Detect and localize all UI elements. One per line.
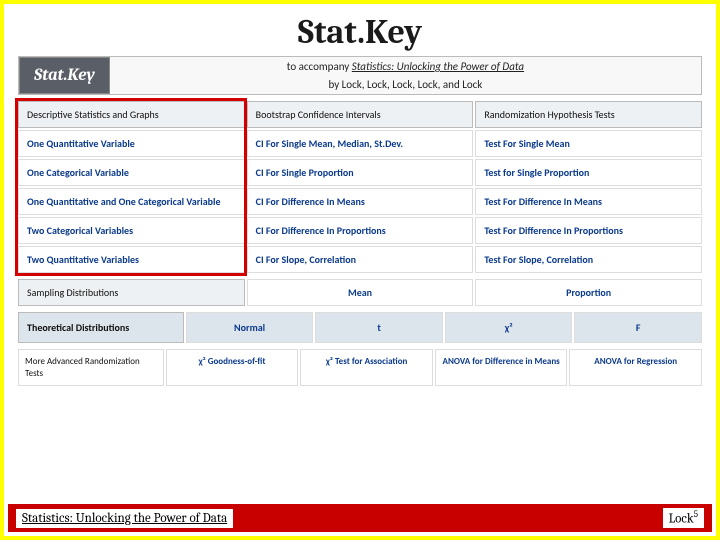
logo-book-title: Statistics: Unlocking the Power of Data [352, 60, 524, 73]
theoretical-f[interactable]: F [574, 312, 702, 343]
methods-grid: Descriptive Statistics and Graphs Bootst… [18, 101, 702, 273]
content-area: Stat.Key to accompany Statistics: Unlock… [4, 56, 716, 386]
brand-logo: Stat.Key [19, 57, 110, 94]
link-two-quant[interactable]: Two Quantitative Variables [18, 246, 245, 273]
slide-frame: Stat.Key Stat.Key to accompany Statistic… [0, 0, 720, 540]
logo-line1-prefix: to accompany [287, 60, 352, 73]
footer-bar: Statistics: Unlocking the Power of Data … [8, 504, 712, 532]
sampling-label: Sampling Distributions [18, 279, 245, 306]
sampling-mean[interactable]: Mean [247, 279, 474, 306]
col-header-randomization: Randomization Hypothesis Tests [475, 101, 702, 128]
logo-header-row: Stat.Key to accompany Statistics: Unlock… [18, 56, 702, 95]
link-ci-diff-means[interactable]: CI For Difference In Means [247, 188, 474, 215]
link-quant-cat[interactable]: One Quantitative and One Categorical Var… [18, 188, 245, 215]
col-header-descriptive: Descriptive Statistics and Graphs [18, 101, 245, 128]
theoretical-normal[interactable]: Normal [186, 312, 314, 343]
footer-right-base: Lock [669, 511, 694, 526]
link-test-single-prop[interactable]: Test for Single Proportion [475, 159, 702, 186]
advanced-anova-regression[interactable]: ANOVA for Regression [569, 349, 702, 386]
theoretical-chi2[interactable]: χ² [445, 312, 573, 343]
link-one-quant[interactable]: One Quantitative Variable [18, 130, 245, 157]
link-test-single-mean[interactable]: Test For Single Mean [475, 130, 702, 157]
footer-left-text: Statistics: Unlocking the Power of Data [16, 509, 233, 528]
link-test-slope[interactable]: Test For Slope, Correlation [475, 246, 702, 273]
link-ci-slope[interactable]: CI For Slope, Correlation [247, 246, 474, 273]
advanced-goodness[interactable]: χ² Goodness-of-fit [166, 349, 299, 386]
page-title: Stat.Key [4, 4, 716, 56]
sampling-row: Sampling Distributions Mean Proportion [18, 279, 702, 306]
theoretical-t[interactable]: t [315, 312, 443, 343]
theoretical-label: Theoretical Distributions [18, 312, 184, 343]
col-header-bootstrap: Bootstrap Confidence Intervals [247, 101, 474, 128]
logo-subtitle: to accompany Statistics: Unlocking the P… [110, 58, 701, 93]
link-ci-single-prop[interactable]: CI For Single Proportion [247, 159, 474, 186]
advanced-label: More Advanced Randomization Tests [18, 349, 164, 386]
footer-right-sup: 5 [694, 510, 698, 520]
link-test-diff-prop[interactable]: Test For Difference In Proportions [475, 217, 702, 244]
sampling-proportion[interactable]: Proportion [475, 279, 702, 306]
link-one-cat[interactable]: One Categorical Variable [18, 159, 245, 186]
link-test-diff-means[interactable]: Test For Difference In Means [475, 188, 702, 215]
advanced-anova-means[interactable]: ANOVA for Difference in Means [435, 349, 568, 386]
link-ci-single-mean[interactable]: CI For Single Mean, Median, St.Dev. [247, 130, 474, 157]
logo-line2: by Lock, Lock, Lock, Lock, and Lock [110, 76, 701, 94]
theoretical-row: Theoretical Distributions Normal t χ² F [18, 312, 702, 343]
footer-right-text: Lock5 [663, 508, 704, 528]
link-ci-diff-prop[interactable]: CI For Difference In Proportions [247, 217, 474, 244]
link-two-cat[interactable]: Two Categorical Variables [18, 217, 245, 244]
advanced-association[interactable]: χ² Test for Association [300, 349, 433, 386]
advanced-row: More Advanced Randomization Tests χ² Goo… [18, 349, 702, 386]
logo-line1: to accompany Statistics: Unlocking the P… [110, 58, 701, 76]
